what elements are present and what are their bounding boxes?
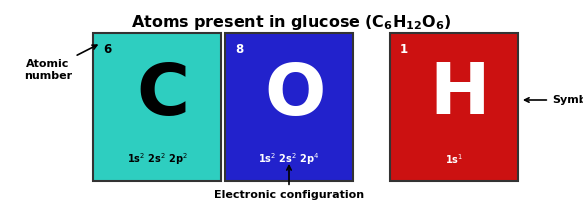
Text: 8: 8 <box>235 43 243 56</box>
Text: H: H <box>430 61 490 129</box>
Text: 1s$^2$ 2s$^2$ 2p$^4$: 1s$^2$ 2s$^2$ 2p$^4$ <box>258 151 319 167</box>
Text: $\bf{Atoms\ present\ in\ glucose\ (C_6H_{12}O_6)}$: $\bf{Atoms\ present\ in\ glucose\ (C_6H_… <box>131 13 451 32</box>
Text: C: C <box>136 61 189 129</box>
Text: O: O <box>264 61 326 129</box>
Bar <box>93 33 221 181</box>
Text: 1: 1 <box>400 43 408 56</box>
Bar <box>390 33 518 181</box>
Text: 1s$^1$: 1s$^1$ <box>445 152 463 166</box>
Text: Electronic configuration: Electronic configuration <box>214 166 364 200</box>
Bar <box>225 33 353 181</box>
Text: Atomic
number: Atomic number <box>24 45 97 81</box>
Text: 1s$^2$ 2s$^2$ 2p$^2$: 1s$^2$ 2s$^2$ 2p$^2$ <box>127 151 188 167</box>
Text: Symbol: Symbol <box>525 95 583 105</box>
Text: 6: 6 <box>103 43 111 56</box>
